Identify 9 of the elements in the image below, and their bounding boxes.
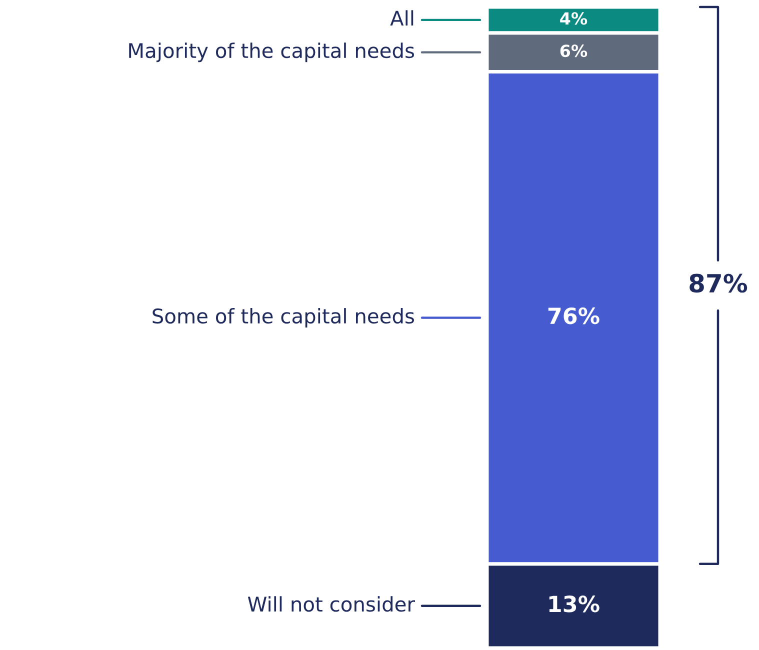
data-label: 13%	[549, 596, 600, 612]
legend-label: Majority of the capital needs	[129, 42, 414, 62]
data-label: 4%	[560, 12, 588, 25]
data-label: 76%	[548, 307, 600, 324]
legend-label: Will not consider	[248, 596, 415, 612]
legend-label: All	[390, 10, 414, 26]
data-label: 6%	[560, 44, 588, 58]
text: Some of the capital needs	[152, 308, 414, 328]
text: 87%	[690, 274, 748, 293]
